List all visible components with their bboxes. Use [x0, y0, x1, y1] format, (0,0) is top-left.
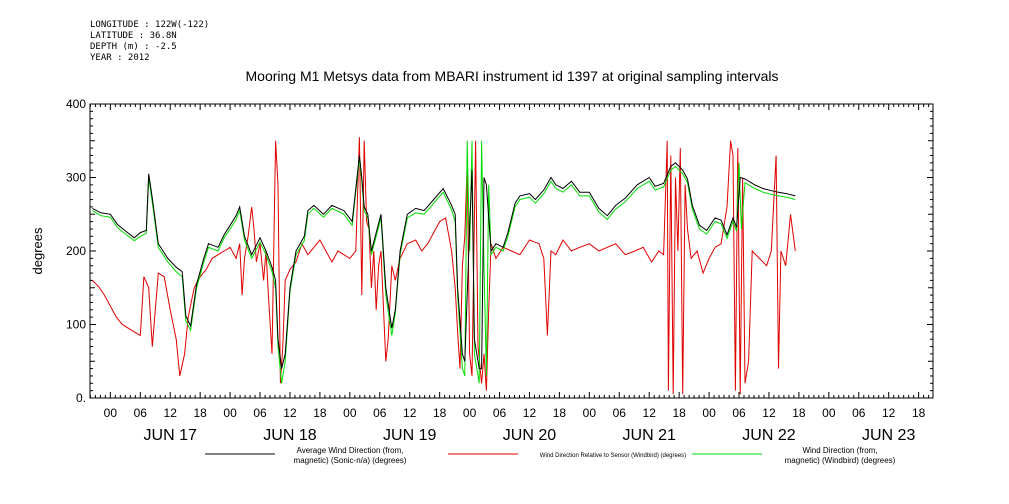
x-tick-label: 18	[433, 406, 447, 420]
day-label: JUN 20	[503, 427, 556, 444]
x-tick-label: 00	[104, 406, 118, 420]
series-layer	[92, 137, 796, 395]
y-tick-label: 0.	[76, 391, 86, 405]
x-tick-label: 00	[702, 406, 716, 420]
x-tick-label: 06	[732, 406, 746, 420]
x-tick-label: 12	[164, 406, 178, 420]
day-labels: JUN 17 JUN 18 JUN 19 JUN 20 JUN 21 JUN 22 JUN …	[144, 427, 916, 444]
x-tick-label: 18	[912, 406, 926, 420]
x-tick-label: 12	[643, 406, 657, 420]
x-tick-label: 06	[852, 406, 866, 420]
day-label: JUN 23	[862, 427, 915, 444]
x-tick-label: 06	[134, 406, 148, 420]
metadata-block: LONGITUDE : 122W(-122) LATITUDE : 36.8N …	[90, 20, 209, 64]
x-tick-label: 06	[493, 406, 507, 420]
x-tick-label: 12	[523, 406, 537, 420]
x-tick-label: 00	[223, 406, 237, 420]
x-tick-labels: 00 06 12 18 00 06 12 18 00 06 12 18 00 06 12 18 00 06 12 18…	[104, 406, 926, 420]
x-tick-label: 18	[193, 406, 207, 420]
chart-title: Mooring M1 Metsys data from MBARI instru…	[246, 68, 779, 84]
y-tick-label: 100	[66, 318, 86, 332]
series-line-1	[92, 137, 796, 395]
x-tick-label: 06	[253, 406, 267, 420]
x-tick-label: 12	[882, 406, 896, 420]
x-tick-label: 06	[373, 406, 387, 420]
y-tick-label: 400	[66, 97, 86, 111]
x-tick-label: 18	[313, 406, 327, 420]
legend-label-average-wind-line2: magnetic) (Sonic-n/a) (degrees)	[294, 456, 407, 465]
x-tick-label: 12	[283, 406, 297, 420]
x-tick-label: 00	[583, 406, 597, 420]
legend: Average Wind Direction (from, magnetic) …	[205, 446, 896, 465]
depth-text: DEPTH (m) : -2.5	[90, 42, 177, 52]
longitude-text: LONGITUDE : 122W(-122)	[90, 20, 210, 30]
legend-label-wind-relative: Wind Direction Relative to Sensor (Windb…	[540, 453, 686, 459]
series-line-0	[92, 155, 796, 370]
day-label: JUN 19	[383, 427, 436, 444]
x-tick-label: 12	[403, 406, 417, 420]
y-tick-label: 200	[66, 244, 86, 258]
axis-ticks	[89, 103, 933, 399]
x-tick-label: 12	[762, 406, 776, 420]
legend-label-windbird-line2: magnetic) (Windbird) (degrees)	[785, 456, 896, 465]
y-tick-labels: 0. 100 200 300 400	[66, 97, 86, 405]
day-label: JUN 21	[623, 427, 676, 444]
series-line-2	[92, 140, 796, 384]
day-label: JUN 22	[742, 427, 795, 444]
y-tick-label: 300	[66, 171, 86, 185]
x-tick-label: 00	[343, 406, 357, 420]
y-axis-label: degrees	[30, 227, 45, 274]
x-tick-label: 06	[613, 406, 627, 420]
legend-label-windbird-line1: Wind Direction (from,	[802, 446, 877, 455]
x-tick-label: 18	[553, 406, 567, 420]
day-label: JUN 17	[144, 427, 197, 444]
x-tick-label: 00	[463, 406, 477, 420]
latitude-text: LATITUDE : 36.8N	[90, 31, 177, 41]
x-tick-label: 00	[822, 406, 836, 420]
x-tick-label: 18	[672, 406, 686, 420]
x-tick-label: 18	[792, 406, 806, 420]
day-label: JUN 18	[263, 427, 316, 444]
year-text: YEAR : 2012	[90, 53, 150, 63]
legend-label-average-wind-line1: Average Wind Direction (from,	[297, 446, 404, 455]
